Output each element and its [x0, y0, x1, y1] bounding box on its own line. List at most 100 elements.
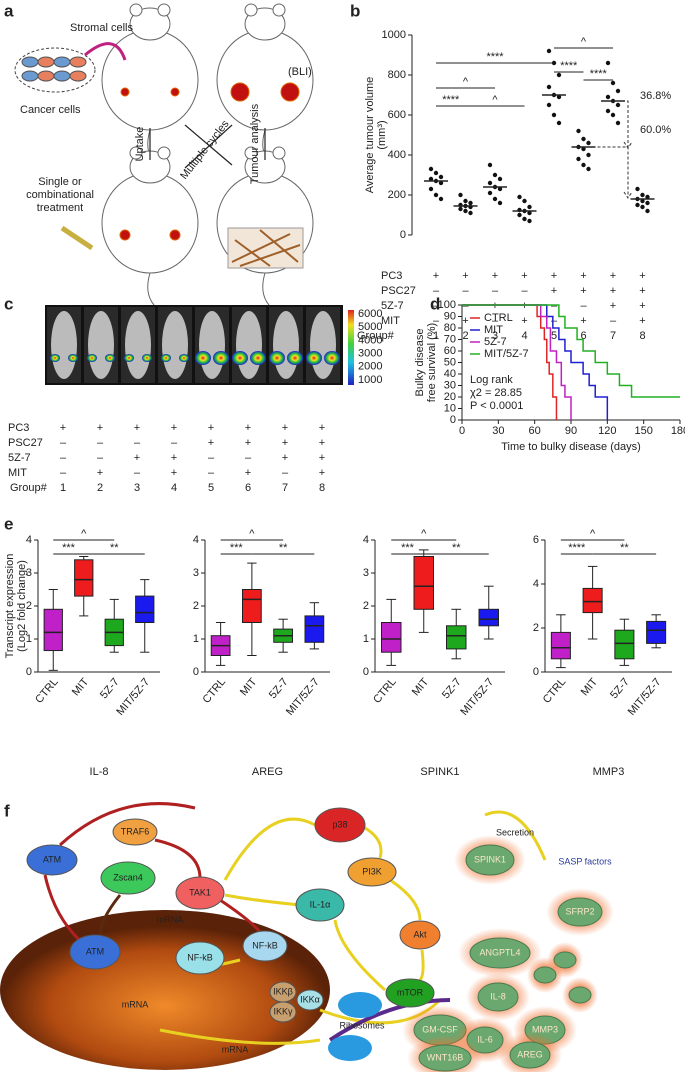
y-tick-label: 4 [193, 534, 199, 546]
sign: – [551, 300, 558, 312]
box [550, 631, 571, 660]
group-number: 2 [462, 330, 468, 342]
data-point [492, 196, 498, 202]
data-point [428, 166, 434, 172]
mouse-image [162, 311, 188, 379]
data-point [458, 206, 463, 212]
x-tick-label: MIT [70, 676, 92, 698]
sign: + [580, 270, 586, 282]
data-point [581, 146, 586, 152]
arrow [219, 898, 262, 933]
mouse-ear [244, 3, 258, 17]
box [646, 620, 667, 644]
y-tick-label: 200 [388, 189, 406, 201]
significance: ** [452, 542, 461, 554]
y-tick-label: 1 [363, 633, 369, 645]
arrow [184, 124, 233, 169]
sign: + [551, 270, 557, 282]
x-tick-label: CTRL [200, 676, 228, 706]
sign: – [462, 285, 469, 297]
node [399, 920, 441, 950]
panel-label: c [4, 294, 13, 313]
sign: + [551, 285, 557, 297]
sign: – [245, 452, 252, 464]
arrow [389, 878, 422, 921]
y-tick-label: 90 [444, 310, 456, 322]
x-tick-label: 30 [492, 425, 504, 437]
data-point [463, 198, 468, 204]
y-tick-label: 600 [388, 109, 406, 121]
y-tick-label: 0 [26, 666, 32, 678]
bli-signal [306, 351, 322, 365]
mouse-image [51, 311, 77, 379]
data-point [586, 152, 591, 158]
histology-fiber [231, 233, 291, 263]
sign: – [462, 300, 469, 312]
arrow [98, 894, 122, 936]
sign: + [639, 300, 645, 312]
bli-signal [161, 354, 171, 362]
significance: **** [486, 51, 504, 63]
mouse-head [244, 7, 286, 41]
significance: ^ [492, 94, 498, 106]
data-point [487, 180, 493, 186]
sign: + [245, 422, 251, 434]
x-tick-label: CTRL [541, 676, 569, 706]
panel-label: d [430, 294, 440, 313]
data-point [527, 204, 532, 210]
sign: + [639, 315, 645, 327]
percent-label: 60.0% [640, 124, 671, 136]
sign: + [521, 300, 527, 312]
sign: + [282, 422, 288, 434]
sign: – [60, 467, 67, 479]
sign: + [245, 437, 251, 449]
row-label: MIT [381, 315, 400, 327]
group-number: 4 [521, 330, 527, 342]
data-point [433, 192, 439, 198]
data-point [576, 156, 581, 162]
sasp-factor [568, 986, 592, 1004]
row-label: PC3 [381, 270, 402, 282]
sign: – [97, 437, 104, 449]
data-point [551, 112, 557, 118]
data-point [522, 216, 527, 222]
label: (BLI) [288, 66, 312, 78]
y-tick-label: 80 [444, 322, 456, 334]
box [582, 587, 603, 614]
x-tick-label: 5Z-7 [608, 676, 632, 701]
box [413, 556, 434, 610]
data-point [487, 162, 493, 168]
y-tick-label: 50 [444, 356, 456, 368]
sasp-factor [477, 982, 519, 1012]
data-point [610, 80, 616, 86]
data-point [458, 192, 463, 198]
label: Multiple cycles [178, 118, 232, 182]
row-label: PSC27 [8, 437, 43, 449]
data-point [522, 198, 527, 204]
y-tick-label: 0 [450, 414, 456, 426]
sign: – [60, 452, 67, 464]
colorbar-label: 3000 [358, 348, 382, 360]
cell [69, 56, 87, 68]
tumour [170, 87, 180, 97]
data-point [586, 140, 591, 146]
x-tick-label: 150 [634, 425, 652, 437]
data-point [468, 200, 473, 206]
x-tick-label: MIT/5Z-7 [284, 676, 322, 718]
box [304, 615, 325, 643]
mouse-ear [129, 146, 143, 160]
node [347, 857, 397, 887]
y-axis-label: Transcript expression [4, 554, 16, 659]
arrow [184, 124, 233, 166]
data-point [556, 72, 562, 78]
significance: ^ [590, 528, 596, 540]
node [242, 930, 288, 962]
label: NF-kB [187, 952, 213, 962]
label: WNT16B [427, 1052, 464, 1062]
node [296, 989, 324, 1011]
pipette [60, 225, 94, 251]
y-tick-label: 100 [438, 299, 456, 311]
label: combinational [26, 189, 94, 201]
label: mRNA [122, 999, 149, 1009]
mouse-image [199, 311, 225, 379]
